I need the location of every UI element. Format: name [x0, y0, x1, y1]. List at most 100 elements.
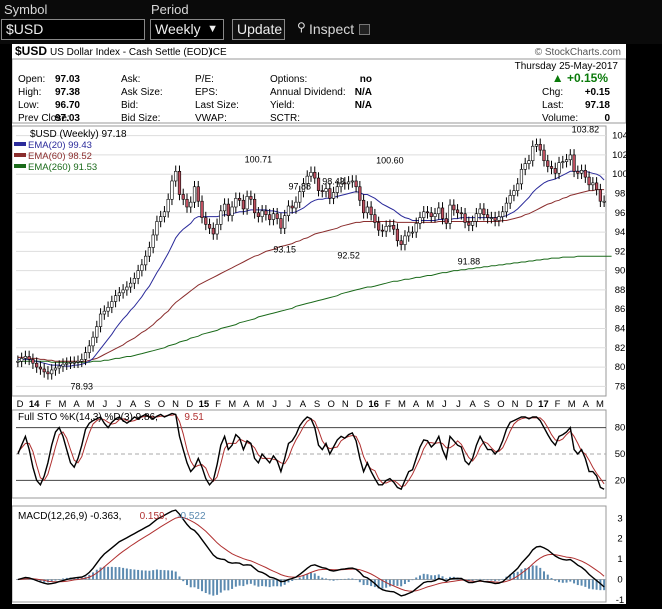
price-annotation: 92.52 — [337, 250, 360, 260]
ema-swatch — [14, 142, 26, 146]
price-body — [76, 360, 80, 363]
macd-hist-bar — [580, 579, 583, 586]
macd-hist-bar — [238, 579, 241, 586]
macd-hist-bar — [441, 576, 444, 580]
toolbar: Symbol Period $USD Weekly ▼ Update ⚲ Ins… — [0, 0, 662, 44]
price-body — [587, 176, 591, 186]
price-body — [166, 198, 170, 213]
macd-hist-bar — [573, 579, 576, 584]
price-body — [407, 231, 411, 237]
x-tick: N — [342, 399, 349, 410]
macd-hist-bar — [107, 566, 110, 580]
period-label: Period — [151, 2, 189, 17]
price-body — [249, 196, 253, 200]
price-body — [151, 234, 155, 248]
x-tick: O — [328, 399, 335, 410]
macd-hist-bar — [509, 574, 512, 580]
macd-hist-bar — [103, 566, 106, 580]
macd-hist-bar — [385, 579, 388, 588]
stock-chart[interactable]: $USD US Dollar Index - Cash Settle (EOD)I… — [11, 44, 628, 606]
price-body — [504, 202, 509, 213]
price-body — [425, 211, 430, 214]
price-body — [598, 189, 602, 202]
price-axis-tick: 90 — [615, 266, 626, 277]
x-tick: J — [456, 399, 461, 410]
macd-hist-bar — [426, 574, 429, 580]
macd-hist-bar — [257, 579, 260, 587]
macd-hist-bar — [58, 579, 61, 580]
macd-hist-bar — [546, 574, 549, 580]
price-body — [444, 218, 448, 224]
price-body — [27, 356, 31, 360]
stat-value: N/A — [355, 100, 372, 111]
price-legend: $USD (Weekly) 97.18 — [30, 129, 127, 140]
macd-hist-bar — [554, 579, 557, 581]
search-icon: ⚲ — [297, 20, 306, 34]
macd-hist-bar — [449, 576, 452, 580]
x-tick: 14 — [29, 399, 40, 410]
macd-hist-bar — [114, 567, 117, 580]
stat-label: EPS: — [195, 87, 218, 98]
price-body — [68, 361, 73, 364]
macd-hist-bar — [152, 570, 155, 580]
price-body — [486, 214, 490, 218]
price-body — [377, 222, 381, 231]
macd-hist-bar — [185, 579, 188, 586]
price-annotation: 103.82 — [572, 124, 600, 134]
price-body — [207, 224, 212, 229]
price-body — [230, 206, 234, 216]
stat-value: +0.15 — [585, 87, 611, 98]
x-tick: 17 — [538, 399, 549, 410]
price-body — [31, 359, 35, 364]
price-body — [470, 221, 475, 226]
macd-hist-bar — [122, 567, 125, 580]
macd-hist-bar — [246, 579, 249, 585]
stat-label: P/E: — [195, 74, 214, 85]
price-body — [237, 198, 242, 201]
x-tick: J — [442, 399, 447, 410]
price-axis-tick: 98 — [615, 189, 626, 200]
macd-hist-bar — [411, 579, 414, 581]
macd-hist-bar — [599, 579, 602, 591]
x-tick: M — [228, 399, 236, 410]
macd-hist-bar — [531, 565, 534, 580]
sto-legend: Full STO %K(14,3) %D(3) 9.86, — [18, 412, 158, 423]
period-select[interactable]: Weekly ▼ — [150, 19, 224, 40]
price-body — [159, 216, 163, 222]
x-tick: D — [17, 399, 24, 410]
x-tick: S — [314, 399, 320, 410]
price-axis-tick: 92 — [615, 246, 626, 257]
price-body — [583, 170, 587, 178]
chart-panel: $USD US Dollar Index - Cash Settle (EOD) I… — [11, 44, 628, 606]
macd-hist-bar — [561, 579, 564, 583]
x-tick: M — [87, 399, 95, 410]
update-button[interactable]: Update — [232, 19, 285, 40]
x-tick: M — [257, 399, 265, 410]
inspect-checkbox[interactable] — [359, 24, 370, 35]
macd-hist-bar — [520, 569, 523, 580]
stat-label: Chg: — [542, 87, 563, 98]
macd-hist-bar — [272, 579, 275, 587]
price-body — [286, 205, 291, 216]
x-tick: M — [398, 399, 406, 410]
price-body — [275, 213, 279, 219]
price-body — [362, 199, 366, 214]
sto-k-line — [17, 412, 605, 491]
macd-hist-bar — [137, 569, 140, 580]
macd-hist-bar — [437, 574, 440, 580]
macd-hist-bar — [249, 579, 252, 584]
macd-hist-bar — [370, 579, 373, 587]
price-body — [602, 200, 606, 203]
price-body — [147, 247, 152, 257]
x-tick: F — [215, 399, 221, 410]
price-body — [497, 216, 501, 221]
macd-hist-bar — [332, 579, 335, 581]
price-body — [328, 188, 332, 199]
price-body — [440, 207, 445, 219]
macd-hist-bar — [595, 579, 598, 590]
price-body — [53, 367, 58, 371]
price-body — [181, 194, 185, 200]
symbol-input[interactable]: $USD — [1, 19, 145, 40]
price-annotation: 97.88 — [288, 182, 311, 192]
price-body — [155, 221, 159, 236]
